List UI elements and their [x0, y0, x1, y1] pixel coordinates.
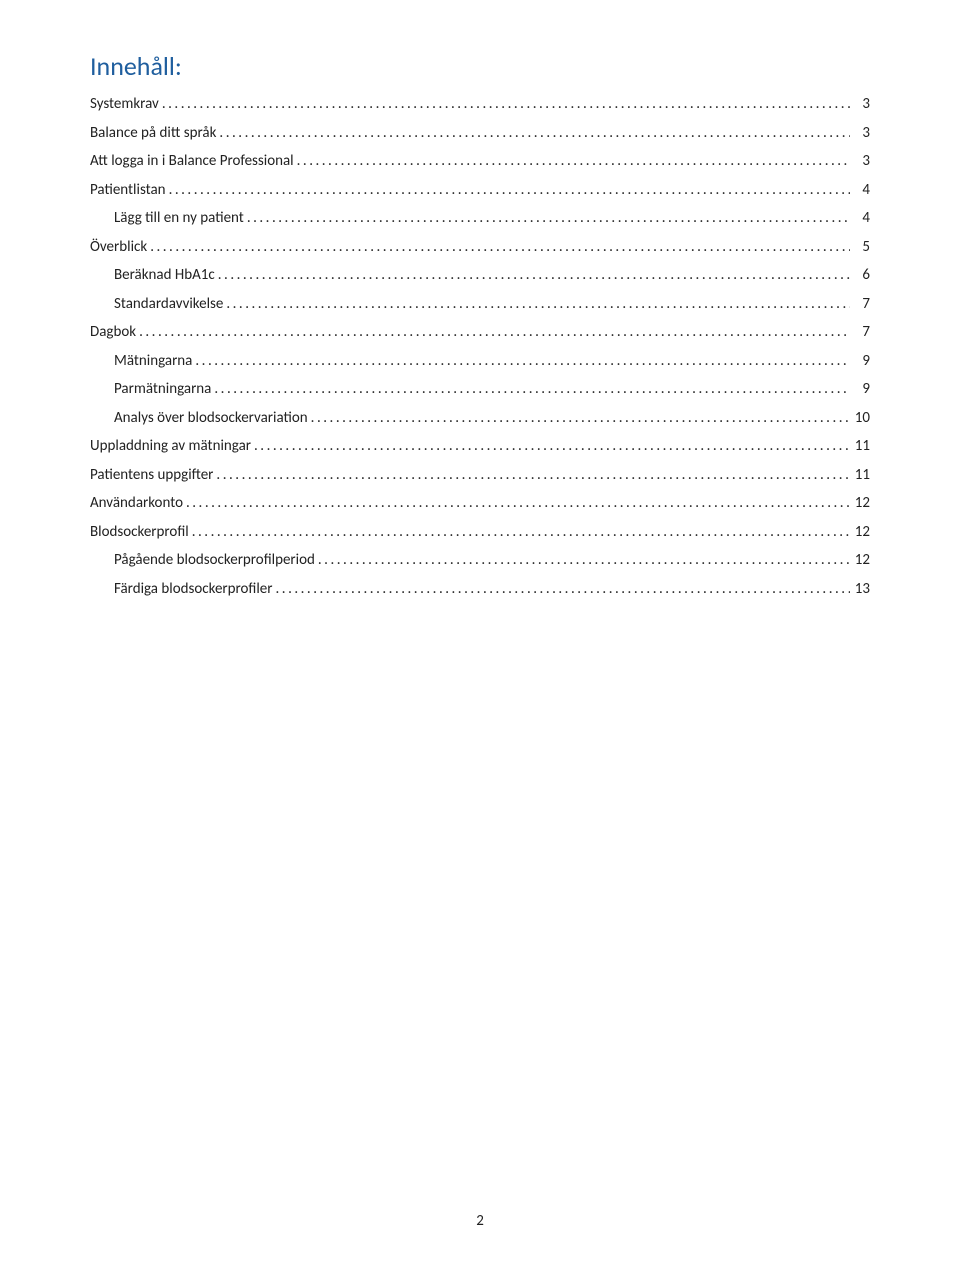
- toc-leader-dots: ........................................…: [308, 404, 850, 433]
- toc-label: Beräknad HbA1c: [114, 261, 215, 290]
- toc-entry[interactable]: Färdiga blodsockerprofiler .............…: [90, 575, 870, 604]
- toc-page-number: 10: [850, 404, 870, 433]
- toc-page-number: 4: [850, 176, 870, 205]
- toc-page-number: 3: [850, 147, 870, 176]
- toc-leader-dots: ........................................…: [294, 147, 850, 176]
- toc-entry[interactable]: Överblick ..............................…: [90, 233, 870, 262]
- toc-entry[interactable]: Att logga in i Balance Professional ....…: [90, 147, 870, 176]
- toc-label: Parmätningarna: [114, 375, 211, 404]
- toc-label: Systemkrav: [90, 90, 159, 119]
- toc-leader-dots: ........................................…: [215, 261, 850, 290]
- toc-page-number: 7: [850, 318, 870, 347]
- toc-page-number: 13: [850, 575, 870, 604]
- toc-leader-dots: ........................................…: [315, 546, 850, 575]
- page-number: 2: [90, 1212, 870, 1240]
- toc-label: Patientens uppgifter: [90, 461, 213, 490]
- toc-label: Balance på ditt språk: [90, 119, 216, 148]
- toc-entry[interactable]: Standardavvikelse ......................…: [90, 290, 870, 319]
- toc-entry[interactable]: Patientens uppgifter ...................…: [90, 461, 870, 490]
- toc-leader-dots: ........................................…: [216, 119, 850, 148]
- toc-entry[interactable]: Dagbok .................................…: [90, 318, 870, 347]
- page-title: Innehåll:: [90, 50, 870, 82]
- toc-leader-dots: ........................................…: [244, 204, 850, 233]
- toc-leader-dots: ........................................…: [136, 318, 850, 347]
- toc-leader-dots: ........................................…: [213, 461, 850, 490]
- toc-entry[interactable]: Lägg till en ny patient ................…: [90, 204, 870, 233]
- toc-page-number: 9: [850, 347, 870, 376]
- toc-page-number: 11: [850, 461, 870, 490]
- toc-label: Blodsockerprofil: [90, 518, 189, 547]
- toc-entry[interactable]: Systemkrav .............................…: [90, 90, 870, 119]
- toc-page-number: 6: [850, 261, 870, 290]
- toc-leader-dots: ........................................…: [273, 575, 851, 604]
- toc-leader-dots: ........................................…: [223, 290, 850, 319]
- toc-page-number: 4: [850, 204, 870, 233]
- toc-page-number: 12: [850, 546, 870, 575]
- toc-entry[interactable]: Beräknad HbA1c .........................…: [90, 261, 870, 290]
- toc-entry[interactable]: Balance på ditt språk ..................…: [90, 119, 870, 148]
- toc-leader-dots: ........................................…: [251, 432, 850, 461]
- toc-entry[interactable]: Mätningarna ............................…: [90, 347, 870, 376]
- toc-label: Att logga in i Balance Professional: [90, 147, 294, 176]
- toc-label: Mätningarna: [114, 347, 192, 376]
- toc-entry[interactable]: Pågående blodsockerprofilperiod ........…: [90, 546, 870, 575]
- toc-label: Uppladdning av mätningar: [90, 432, 251, 461]
- toc-label: Analys över blodsockervariation: [114, 404, 308, 433]
- toc-label: Patientlistan: [90, 176, 166, 205]
- toc-leader-dots: ........................................…: [211, 375, 850, 404]
- toc-entry[interactable]: Analys över blodsockervariation ........…: [90, 404, 870, 433]
- toc-label: Överblick: [90, 233, 147, 262]
- toc-label: Användarkonto: [90, 489, 183, 518]
- toc-leader-dots: ........................................…: [192, 347, 850, 376]
- toc-entry[interactable]: Parmätningarna .........................…: [90, 375, 870, 404]
- toc-entry[interactable]: Användarkonto ..........................…: [90, 489, 870, 518]
- toc-leader-dots: ........................................…: [189, 518, 850, 547]
- toc-page-number: 12: [850, 518, 870, 547]
- toc-page-number: 12: [850, 489, 870, 518]
- toc-page-number: 7: [850, 290, 870, 319]
- document-page: Innehåll: Systemkrav ...................…: [0, 0, 960, 1280]
- toc-label: Dagbok: [90, 318, 136, 347]
- toc-leader-dots: ........................................…: [159, 90, 850, 119]
- toc-page-number: 3: [850, 90, 870, 119]
- toc-label: Färdiga blodsockerprofiler: [114, 575, 273, 604]
- toc-entry[interactable]: Uppladdning av mätningar ...............…: [90, 432, 870, 461]
- toc-label: Standardavvikelse: [114, 290, 223, 319]
- toc-label: Lägg till en ny patient: [114, 204, 244, 233]
- toc-label: Pågående blodsockerprofilperiod: [114, 546, 315, 575]
- toc-page-number: 9: [850, 375, 870, 404]
- toc-page-number: 5: [850, 233, 870, 262]
- toc-page-number: 3: [850, 119, 870, 148]
- toc-page-number: 11: [850, 432, 870, 461]
- toc-entry[interactable]: Patientlistan ..........................…: [90, 176, 870, 205]
- toc-leader-dots: ........................................…: [166, 176, 850, 205]
- toc-entry[interactable]: Blodsockerprofil .......................…: [90, 518, 870, 547]
- toc-leader-dots: ........................................…: [183, 489, 850, 518]
- table-of-contents: Systemkrav .............................…: [90, 90, 870, 1212]
- toc-leader-dots: ........................................…: [147, 233, 850, 262]
